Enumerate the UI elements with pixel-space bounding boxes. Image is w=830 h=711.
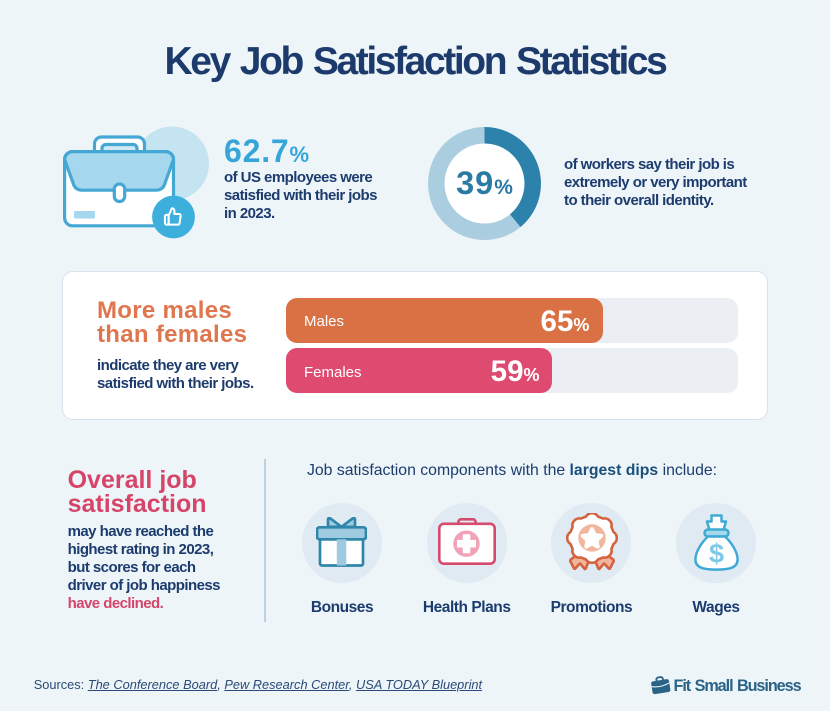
svg-text:$: $ — [709, 539, 724, 569]
